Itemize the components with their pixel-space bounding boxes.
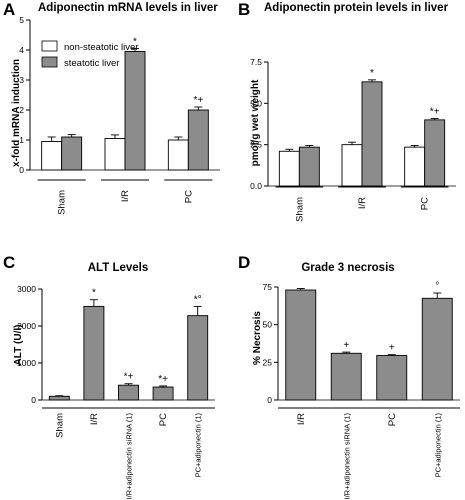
panel-a-y-tick-label: 5 xyxy=(19,15,24,25)
panel-b-bar-pc-1 xyxy=(424,119,446,187)
legend: non-steatotic liver steatotic liver xyxy=(41,40,138,69)
panel-c-category-label-pc: PC xyxy=(158,413,169,426)
panel-c-chart: 0 1000 2000 3000 Sham * I/R *+ I/R+adiponectin s… xyxy=(17,284,215,500)
panel-c-category-label-pc-adiponectin-1: PC+adiponectin (1) xyxy=(194,413,203,478)
panel-a-title: Adiponectin mRNA levels in liver xyxy=(38,2,218,14)
panel-a-category-label-i-r: I/R xyxy=(120,190,131,202)
panel-letter-c: C xyxy=(3,253,15,272)
panel-b-title: Adiponectin protein levels in liver xyxy=(264,2,449,14)
panel-c-category-label-i-r: I/R xyxy=(89,413,100,425)
panel-a-y-tick-label: 3 xyxy=(19,75,24,85)
panel-d-significance-pc: + xyxy=(389,343,395,354)
panel-d-category-label-i-r-adiponectin-sirna-1: I/R+adiponectin siRNA (1) xyxy=(342,412,351,499)
panel-a-bar-pc-0 xyxy=(167,139,189,171)
panel-b-bar-pc-0 xyxy=(404,146,426,187)
panel-a-y-tick-label: 1 xyxy=(19,135,24,145)
panel-c-y-tick-label: 1000 xyxy=(17,358,36,368)
panel-d-significance-i-r-adiponectin-sirna-1: + xyxy=(343,340,349,351)
panel-c-bar-i-r-adiponectin-sirna-1 xyxy=(118,384,139,401)
panel-a-y-tick-label: 0 xyxy=(19,165,24,175)
panel-d-y-tick-label: 25 xyxy=(263,357,273,367)
panel-a-category-label-sham: Sham xyxy=(57,190,68,215)
panel-c-bar-sham xyxy=(48,395,70,401)
panel-b-category-label-i-r: I/R xyxy=(357,197,368,209)
panel-c-significance-i-r: * xyxy=(92,288,96,299)
panel-c-category-label-sham: Sham xyxy=(54,413,65,438)
panel-c-significance-pc-adiponectin-1: *° xyxy=(194,294,202,305)
panel-letter-a: A xyxy=(3,0,15,19)
panel-b-bar-sham-0 xyxy=(278,150,300,187)
panel-c-bar-pc xyxy=(152,386,174,401)
panel-c-bar-pc-adiponectin-1 xyxy=(187,315,209,401)
panel-d-title: Grade 3 necrosis xyxy=(301,262,394,274)
panel-b-bar-i-r-0 xyxy=(341,144,363,187)
panel-b-category-label-sham: Sham xyxy=(294,197,305,222)
panel-a-category-label-pc: PC xyxy=(183,190,194,203)
panel-b-y-tick-label: 5.0 xyxy=(250,98,262,108)
panel-c-significance-pc: *+ xyxy=(158,374,168,385)
panel-a-bar-i-r-0 xyxy=(104,138,126,171)
panel-b-bar-i-r-1 xyxy=(361,81,383,187)
panel-d-y-tick-label: 75 xyxy=(263,282,273,292)
panel-d-significance-pc-adiponectin-1: ° xyxy=(435,281,439,292)
panel-a-bar-sham-0 xyxy=(41,141,63,171)
panel-b-bar-sham-1 xyxy=(298,146,320,187)
panel-d-bar-i-r xyxy=(285,289,317,401)
panel-b-significance-i-r: * xyxy=(370,68,374,79)
panel-d-category-label-pc-adiponectin-1: PC+adiponectin (1) xyxy=(433,413,442,478)
panel-c-significance-i-r-adiponectin-sirna-1: *+ xyxy=(124,372,134,383)
legend-label-non-steatotic: non-steatotic liver xyxy=(64,42,138,53)
panel-a-y-tick-label: 2 xyxy=(19,105,24,115)
panel-b-y-tick-label: 2.5 xyxy=(250,140,262,150)
panel-b-y-tick-label: 0.0 xyxy=(250,181,262,191)
panel-b-significance-pc: *+ xyxy=(430,107,440,118)
panel-a-bar-sham-1 xyxy=(61,136,83,171)
panel-d-bar-pc-adiponectin-1 xyxy=(421,297,453,401)
panel-b-category-label-pc: PC xyxy=(420,197,431,210)
panel-b-chart: 0.0 2.5 5.0 7.5 Sham * I/R *+ PC xyxy=(250,57,456,222)
panel-b-y-tick-label: 7.5 xyxy=(250,57,262,67)
panel-d-category-label-i-r: I/R xyxy=(296,413,307,425)
panel-c-y-tick-label: 3000 xyxy=(17,284,36,294)
panel-a-chart: 0 1 2 3 4 5 Sham * I/R *+ PC xyxy=(19,15,220,215)
panel-c-ylabel: ALT (U/l) xyxy=(13,325,24,366)
legend-label-steatotic: steatotic liver xyxy=(64,58,119,69)
panel-b-ylabel: pmol/g wet weight xyxy=(250,79,261,166)
panel-a-significance-i-r: * xyxy=(133,37,137,48)
panel-d-y-tick-label: 0 xyxy=(267,395,272,405)
panel-d-ylabel: % Necrosis xyxy=(252,311,263,365)
panel-d-category-label-pc: PC xyxy=(387,413,398,426)
panel-a-bar-i-r-1 xyxy=(124,51,146,171)
panel-a-y-tick-label: 4 xyxy=(19,45,24,55)
panel-a-significance-pc: *+ xyxy=(193,95,203,106)
panel-d-chart: 0 25 50 75 I/R + I/R+adiponectin siRNA (1) + PC °… xyxy=(263,281,460,500)
panel-c-category-label-i-r-adiponectin-sirna-1: I/R+adiponectin siRNA (1) xyxy=(125,412,134,499)
panel-letter-b: B xyxy=(238,0,250,19)
panel-c-y-tick-label: 2000 xyxy=(17,321,36,331)
panel-c-y-tick-label: 0 xyxy=(31,395,36,405)
panel-d-bar-pc xyxy=(376,355,408,401)
panel-a-ylabel: x-fold mRNA induction xyxy=(11,59,22,167)
panel-a-bar-pc-1 xyxy=(187,109,209,171)
panel-c-bar-i-r xyxy=(83,305,105,401)
legend-swatch-steatotic xyxy=(41,56,58,68)
legend-swatch-non-steatotic xyxy=(41,40,58,52)
panel-d-bar-i-r-adiponectin-sirna-1 xyxy=(330,352,362,401)
panel-letter-d: D xyxy=(238,253,250,272)
panel-d-y-tick-label: 50 xyxy=(263,320,273,330)
panel-c-title: ALT Levels xyxy=(88,262,149,274)
